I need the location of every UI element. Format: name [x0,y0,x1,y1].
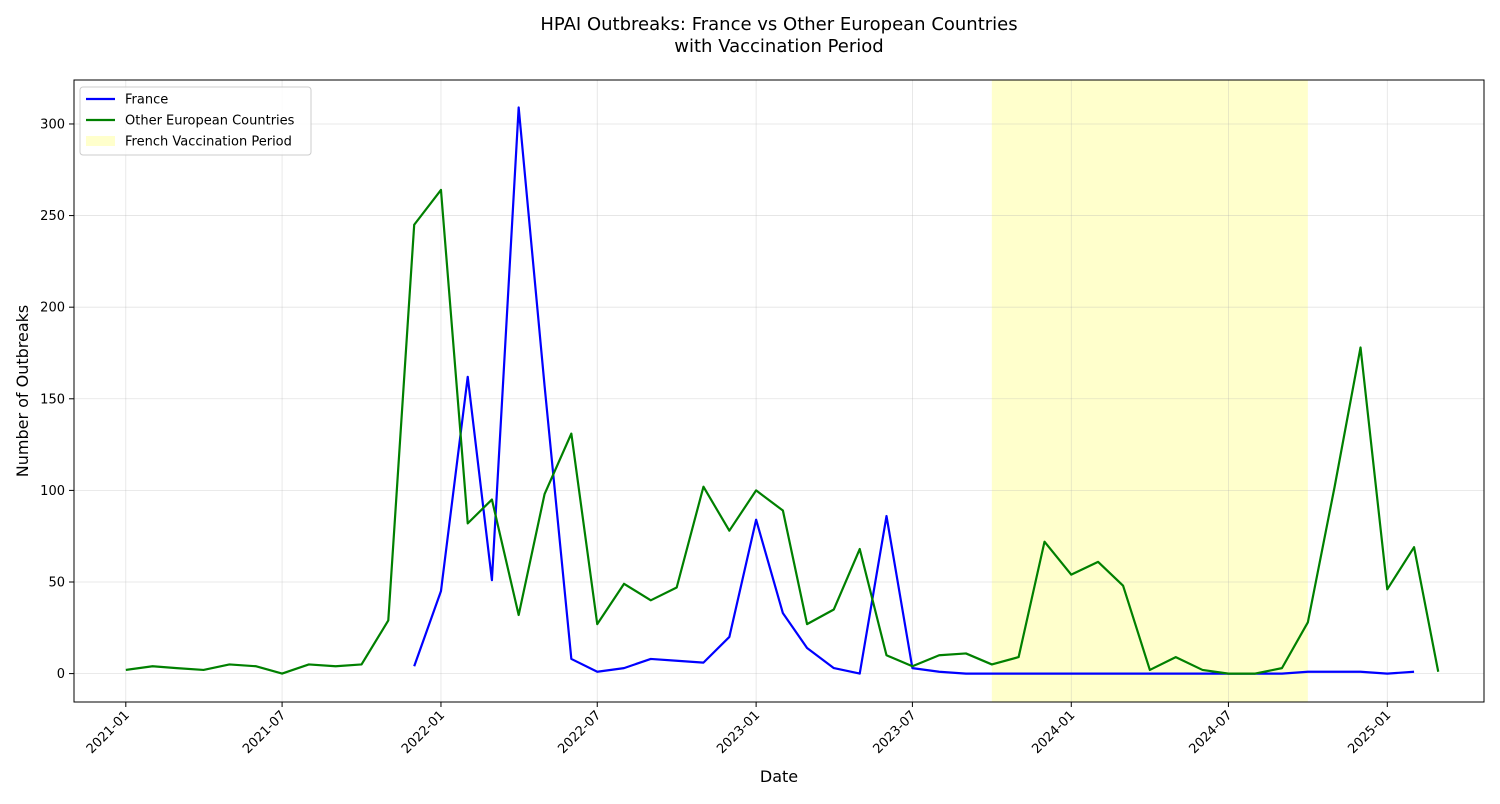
x-tick-label: 2023-07 [870,708,919,757]
legend-label-1: Other European Countries [125,114,295,129]
legend-label-0: France [125,93,168,108]
legend-box [79,86,312,156]
y-tick-label: 300 [40,117,65,132]
y-tick-label: 250 [40,209,65,224]
x-tick-label: 2021-07 [240,708,289,757]
legend-swatch-span [86,136,115,146]
y-tick-label: 200 [40,301,65,316]
plot-area: 2021-01 2021-07 2022-01 2022-07 2023-01 2023-… [40,79,1485,757]
x-axis-label: Date [760,767,798,786]
y-tick-label: 100 [40,484,65,499]
x-tick-label: 2024-01 [1029,708,1078,757]
x-tick-label: 2025-01 [1345,708,1394,757]
legend-label-span: French Vaccination Period [125,135,292,150]
chart-title-line-1: HPAI Outbreaks: France vs Other European… [540,14,1017,35]
vaccination-period-span [991,80,1308,702]
x-tick-label: 2021-01 [84,708,133,757]
y-tick-label: 50 [48,575,65,590]
plot-frame [73,79,1485,703]
x-tick-label: 2022-07 [555,708,604,757]
chart-title-line-2: with Vaccination Period [674,36,883,57]
y-axis-label: Number of Outbreaks [13,305,32,478]
y-tick-label: 0 [57,667,65,682]
x-tick-label: 2024-07 [1186,708,1235,757]
series-line-1 [125,188,1440,675]
x-tick-label: 2023-01 [714,708,763,757]
x-tick-label: 2022-01 [399,708,448,757]
y-tick-label: 150 [40,392,65,407]
legend: France Other European Countries French Vac… [79,86,312,156]
